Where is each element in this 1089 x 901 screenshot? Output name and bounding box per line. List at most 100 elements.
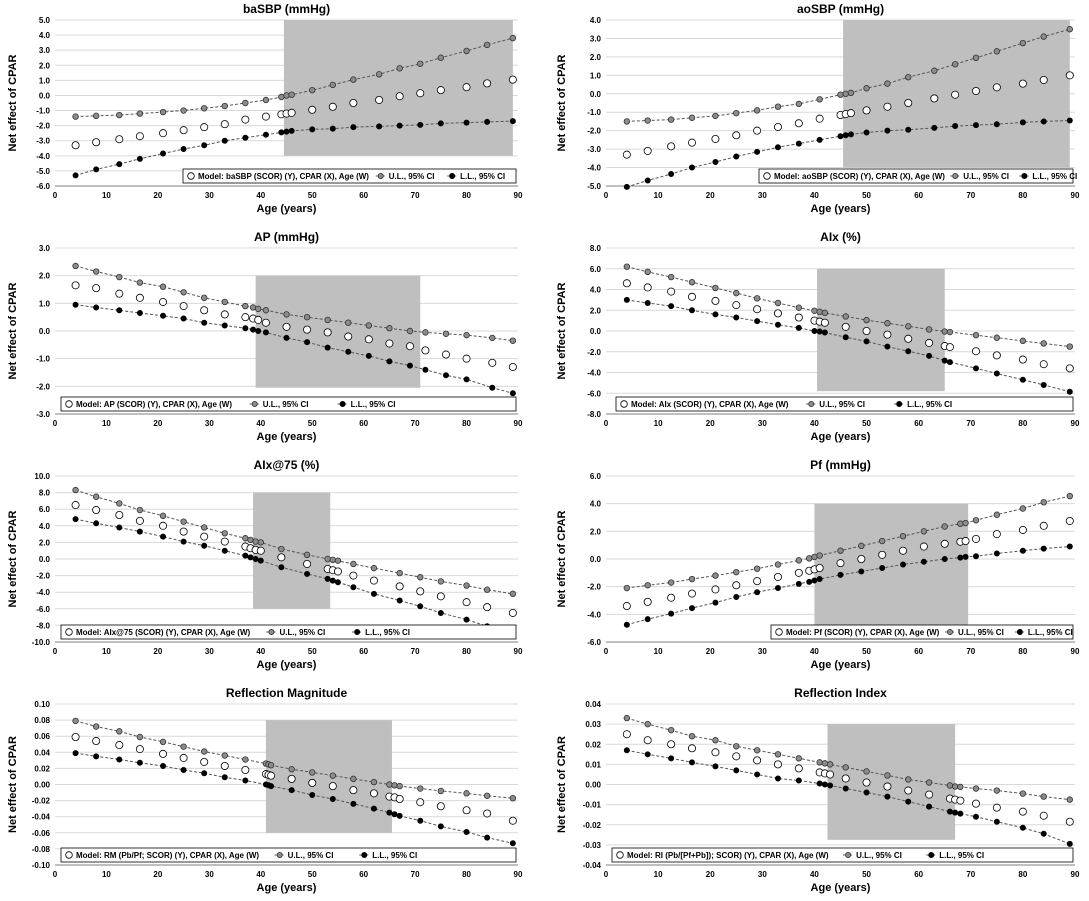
y-tick-label: -10.0 bbox=[32, 638, 51, 647]
chart-svg: Reflection Magnitude -0.10 -0.08 -0.06 -0.04… bbox=[7, 686, 523, 894]
ul-point bbox=[972, 785, 980, 792]
ul-point bbox=[688, 114, 696, 121]
ul-point bbox=[811, 307, 818, 314]
ul-point bbox=[136, 506, 144, 514]
ll-point bbox=[905, 348, 912, 355]
model-point bbox=[857, 555, 866, 564]
ul-point bbox=[905, 776, 912, 783]
ll-point bbox=[376, 123, 383, 130]
x-tick-label: 30 bbox=[758, 647, 767, 656]
ul-point bbox=[1040, 340, 1047, 347]
ul-point bbox=[267, 761, 275, 769]
x-tick-label: 0 bbox=[53, 870, 58, 879]
model-point bbox=[241, 313, 250, 322]
ll-point bbox=[255, 328, 262, 335]
model-point bbox=[992, 530, 1001, 539]
ul-point bbox=[303, 313, 311, 321]
model-point bbox=[667, 287, 676, 296]
model-point bbox=[385, 339, 394, 348]
model-point bbox=[71, 281, 80, 290]
x-tick-label: 20 bbox=[706, 191, 715, 200]
ul-point bbox=[667, 726, 675, 734]
y-axis-label: Net effect of CPAR bbox=[556, 510, 568, 607]
ll-point bbox=[304, 570, 311, 577]
ul-point bbox=[688, 279, 696, 286]
ll-point bbox=[952, 809, 959, 816]
model-point bbox=[841, 774, 850, 783]
ll-point bbox=[806, 578, 813, 585]
model-point bbox=[992, 351, 1001, 360]
model-point bbox=[344, 332, 353, 341]
ul-point bbox=[993, 511, 1001, 518]
legend-box bbox=[615, 396, 1074, 412]
model-point bbox=[135, 132, 144, 141]
ul-point bbox=[396, 782, 403, 790]
ll-point bbox=[1040, 545, 1047, 552]
model-point bbox=[135, 745, 144, 754]
legend-model-label: Model: RI (Pb/[Pf+Pb]); SCOR) (Y), CPAR … bbox=[627, 851, 829, 860]
y-tick-label: 0.00 bbox=[585, 781, 601, 790]
y-axis-label: Net effect of CPAR bbox=[556, 736, 568, 833]
ul-point bbox=[957, 520, 964, 527]
ul-point bbox=[733, 568, 740, 576]
ul-point bbox=[365, 322, 373, 329]
x-tick-label: 20 bbox=[153, 870, 162, 879]
model-point bbox=[711, 748, 720, 757]
ul-point bbox=[931, 67, 938, 74]
ul-point bbox=[116, 728, 123, 735]
ll-point bbox=[668, 171, 675, 178]
y-tick-label: -0.02 bbox=[32, 797, 51, 806]
y-axis-label: Net effect of CPAR bbox=[556, 54, 568, 151]
y-tick-label: -6.0 bbox=[587, 638, 601, 647]
model-point bbox=[462, 83, 471, 92]
ll-point bbox=[268, 783, 275, 790]
ul-point bbox=[837, 547, 844, 554]
x-tick-label: 70 bbox=[411, 647, 420, 656]
x-tick-label: 90 bbox=[514, 191, 523, 200]
ll-point bbox=[946, 808, 953, 815]
x-tick-label: 10 bbox=[102, 191, 111, 200]
ul-point bbox=[92, 112, 100, 120]
model-point bbox=[992, 803, 1001, 812]
ul-point bbox=[712, 112, 719, 120]
ll-point bbox=[463, 119, 470, 126]
ul-point bbox=[200, 748, 208, 755]
x-axis-label: Age (years) bbox=[811, 203, 871, 215]
x-axis-label: Age (years) bbox=[257, 882, 317, 894]
ul-point bbox=[795, 557, 803, 564]
significance-region bbox=[265, 720, 392, 833]
ll-point bbox=[668, 610, 675, 617]
y-tick-label: 0.0 bbox=[590, 90, 602, 99]
ll-point bbox=[774, 775, 781, 782]
model-point bbox=[753, 305, 762, 314]
ll-point bbox=[201, 319, 208, 326]
ul-point bbox=[811, 553, 818, 561]
ll-point bbox=[484, 118, 491, 125]
legend-ul-marker bbox=[268, 628, 275, 635]
ul-point bbox=[951, 61, 959, 68]
ll-point bbox=[309, 791, 316, 798]
model-point bbox=[369, 789, 378, 798]
model-point bbox=[416, 89, 425, 98]
model-point bbox=[349, 786, 358, 795]
model-point bbox=[508, 816, 517, 825]
ul-point bbox=[847, 89, 855, 97]
legend-box bbox=[611, 847, 1074, 863]
legend-ul-marker bbox=[808, 400, 815, 407]
legend-model-marker bbox=[65, 400, 73, 408]
ll-point bbox=[417, 817, 424, 824]
x-tick-label: 70 bbox=[411, 191, 420, 200]
ll-point bbox=[774, 321, 781, 328]
model-point bbox=[1039, 811, 1048, 820]
ul-point bbox=[221, 298, 228, 306]
ll-point bbox=[350, 584, 357, 591]
legend-ll-label: L.L., 95% CI bbox=[372, 851, 417, 860]
y-tick-label: 0.0 bbox=[39, 327, 51, 336]
x-tick-label: 10 bbox=[654, 419, 663, 428]
chart-title: baSBP (mmHg) bbox=[243, 2, 330, 16]
legend-model-marker bbox=[620, 400, 628, 408]
model-point bbox=[71, 501, 80, 510]
ll-point bbox=[688, 759, 695, 766]
ul-point bbox=[774, 103, 782, 110]
significance-region bbox=[253, 492, 331, 609]
